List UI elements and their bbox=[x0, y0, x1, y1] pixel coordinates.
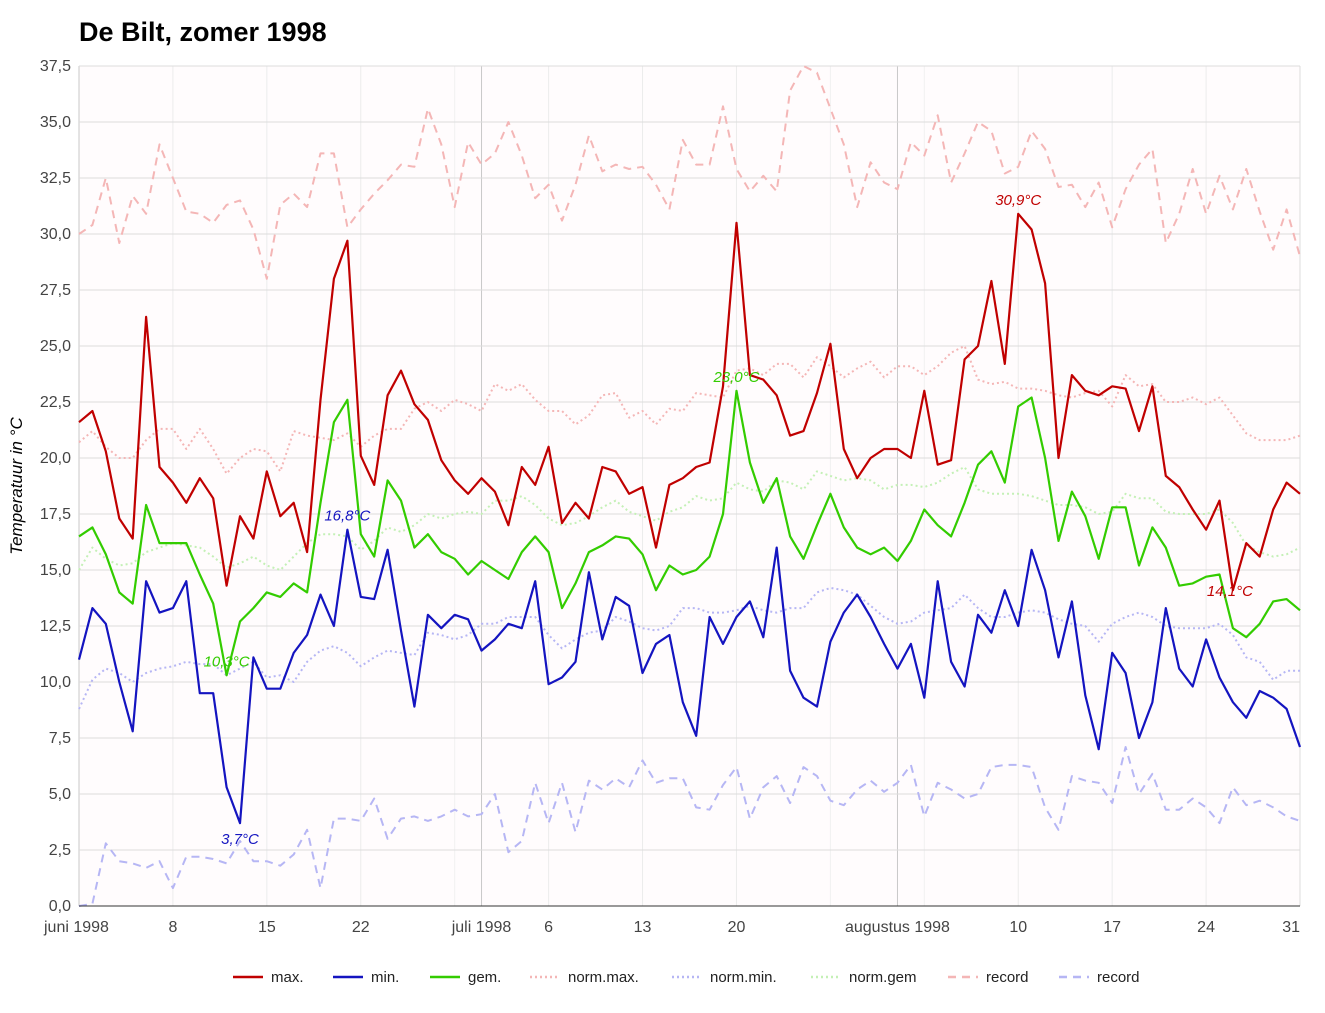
series-line-max-0 bbox=[78, 212, 1301, 592]
annotation-label: 10,3°C bbox=[204, 653, 250, 670]
annotation-label: 16,8°C bbox=[324, 508, 370, 525]
series-line-gem-2 bbox=[78, 389, 1301, 677]
legend-label: max. bbox=[271, 969, 304, 986]
y-tick-label: 27,5 bbox=[40, 282, 71, 299]
y-axis-ticks: 0,0 2,5 5,0 7,5 10,0 12,5 15,0 17,5 20,0 22,5 25,0… bbox=[40, 58, 71, 915]
series-line-normgem-5 bbox=[78, 466, 1301, 571]
legend-label: min. bbox=[371, 969, 399, 986]
series-line-min-1 bbox=[77, 528, 1302, 825]
y-tick-label: 5,0 bbox=[49, 786, 71, 803]
x-tick-label: 8 bbox=[168, 919, 177, 936]
series-line-record-7 bbox=[78, 746, 1301, 907]
x-tick-label: juni 1998 bbox=[43, 919, 109, 936]
y-tick-label: 35,0 bbox=[40, 114, 71, 131]
legend-label: record bbox=[986, 969, 1029, 986]
x-tick-label: 17 bbox=[1103, 919, 1121, 936]
y-tick-label: 25,0 bbox=[40, 338, 71, 355]
y-tick-label: 7,5 bbox=[49, 730, 71, 747]
legend: max. min. gem. norm.max. norm.min. norm.gem re… bbox=[233, 969, 1140, 986]
plot-background bbox=[79, 66, 1300, 906]
x-tick-label: 22 bbox=[352, 919, 370, 936]
annotation-label: 3,7°C bbox=[221, 831, 259, 848]
y-tick-label: 0,0 bbox=[49, 898, 71, 915]
y-tick-label: 12,5 bbox=[40, 618, 71, 635]
x-tick-label: 20 bbox=[728, 919, 746, 936]
chart-title: De Bilt, zomer 1998 bbox=[79, 17, 327, 47]
y-tick-label: 37,5 bbox=[40, 58, 71, 75]
y-tick-label: 32,5 bbox=[40, 170, 71, 187]
annotation-label: 30,9°C bbox=[995, 192, 1041, 209]
annotation-label: 14,1°C bbox=[1207, 583, 1253, 600]
annotations: 30,9°C 14,1°C 3,7°C 16,8°C 23,0°C 10,3°C bbox=[204, 192, 1254, 848]
x-tick-label: 15 bbox=[258, 919, 276, 936]
y-tick-label: 22,5 bbox=[40, 394, 71, 411]
y-tick-label: 2,5 bbox=[49, 842, 71, 859]
x-tick-label: juli 1998 bbox=[451, 919, 512, 936]
annotation-label: 23,0°C bbox=[712, 369, 759, 386]
x-tick-label: 24 bbox=[1197, 919, 1215, 936]
series-lines bbox=[77, 65, 1302, 907]
series-line-normmax-3 bbox=[78, 345, 1301, 475]
legend-label: norm.gem bbox=[849, 969, 917, 986]
y-axis-label: Temperatuur in °C bbox=[7, 417, 26, 555]
legend-label: norm.min. bbox=[710, 969, 777, 986]
series-line-normmin-4 bbox=[78, 586, 1300, 710]
series-line-record-6 bbox=[78, 65, 1301, 280]
x-tick-label: augustus 1998 bbox=[845, 919, 950, 936]
y-tick-label: 20,0 bbox=[40, 450, 71, 467]
x-tick-label: 13 bbox=[634, 919, 652, 936]
x-tick-label: 31 bbox=[1282, 919, 1300, 936]
legend-label: record bbox=[1097, 969, 1140, 986]
x-tick-label: 10 bbox=[1009, 919, 1027, 936]
y-tick-label: 17,5 bbox=[40, 506, 71, 523]
y-tick-label: 10,0 bbox=[40, 674, 71, 691]
x-tick-label: 6 bbox=[544, 919, 553, 936]
x-axis-ticks: juni 1998 8 15 22 juli 1998 6 13 20 augustus 199… bbox=[43, 919, 1300, 936]
grid bbox=[78, 65, 1301, 907]
y-tick-label: 30,0 bbox=[40, 226, 71, 243]
legend-label: gem. bbox=[468, 969, 501, 986]
y-tick-label: 15,0 bbox=[40, 562, 71, 579]
legend-label: norm.max. bbox=[568, 969, 639, 986]
